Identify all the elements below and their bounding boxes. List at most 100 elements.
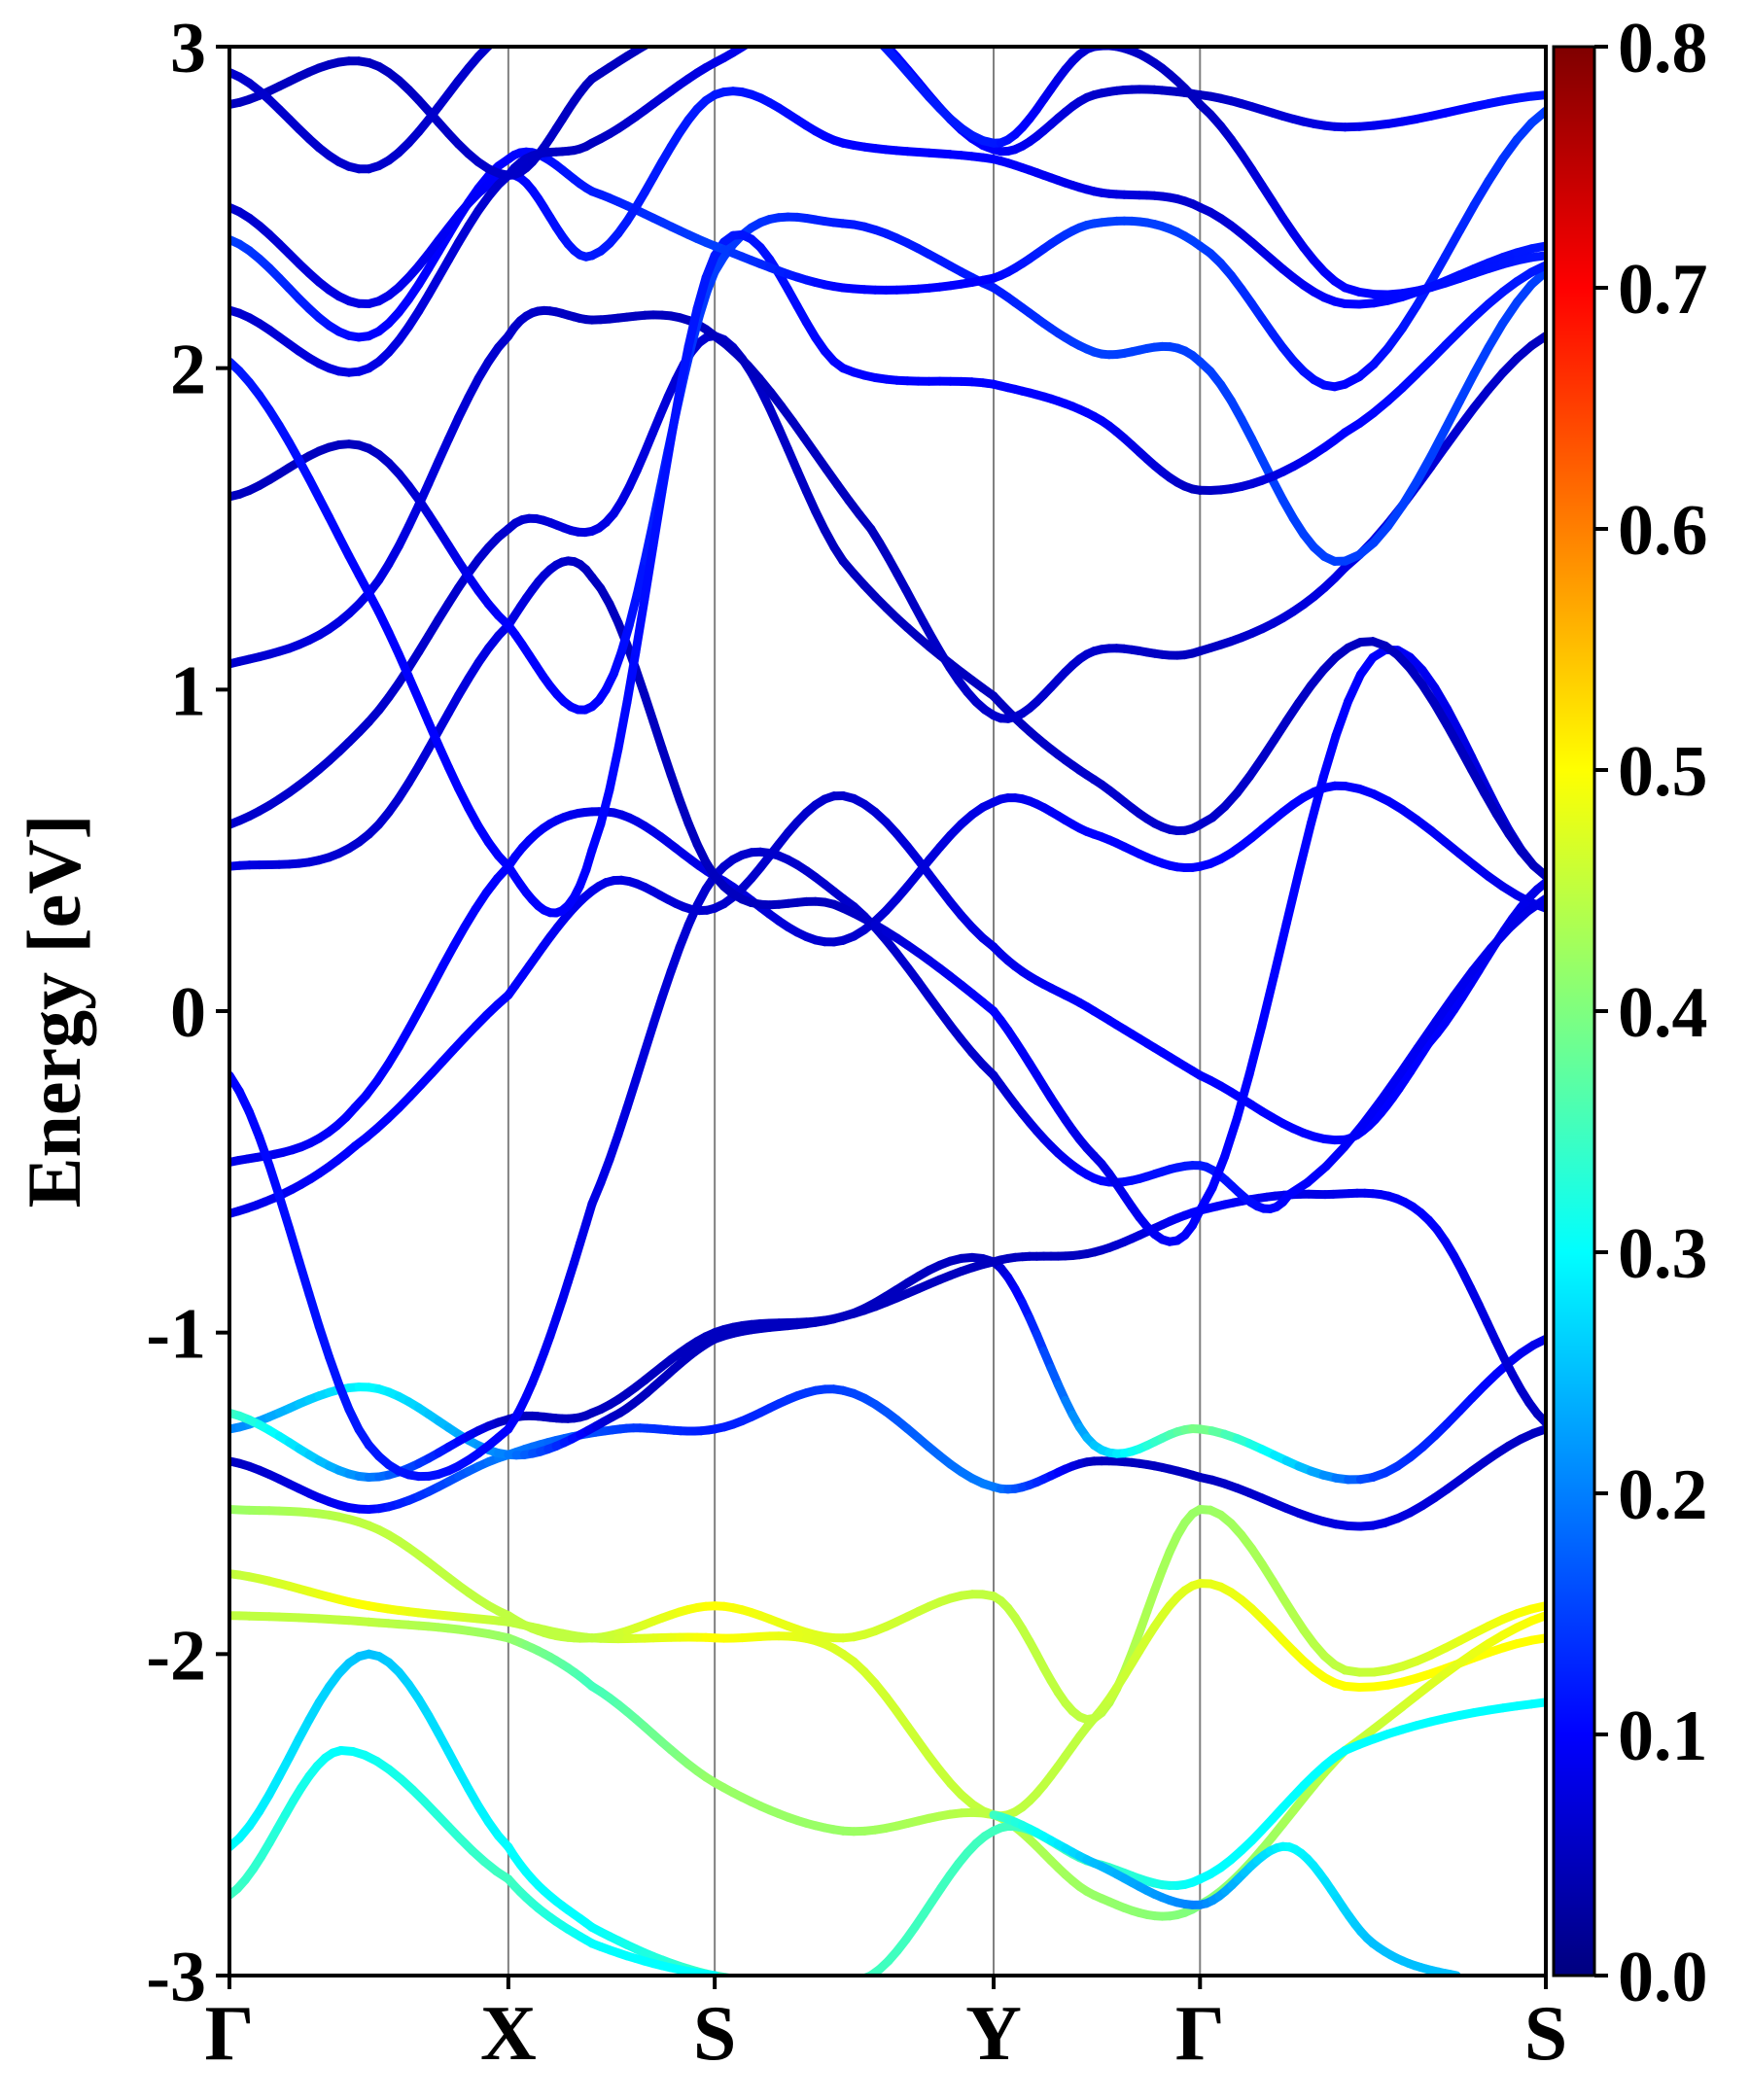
band-segment xyxy=(1442,704,1464,737)
band-c11 xyxy=(229,12,1546,377)
colorbar-tick-label: 0.7 xyxy=(1618,250,1708,330)
band-segment xyxy=(631,664,649,700)
band-segment xyxy=(508,25,514,30)
colorbar-tick-label: 0.5 xyxy=(1618,732,1708,812)
band-segment xyxy=(1526,261,1546,277)
band-segment xyxy=(806,13,815,15)
band-segment xyxy=(1257,970,1278,1031)
band-segment xyxy=(834,13,843,15)
band-segment xyxy=(285,1223,304,1266)
band-v3 xyxy=(229,1188,1546,1482)
colorbar-tick-label: 0.6 xyxy=(1618,491,1708,571)
band-segment xyxy=(793,1987,804,1988)
band-segment xyxy=(648,486,667,549)
band-segment xyxy=(724,10,733,12)
band-segment xyxy=(605,744,623,794)
band-segment xyxy=(692,273,711,313)
band-segment xyxy=(1376,1070,1404,1105)
band-v2 xyxy=(229,1252,1546,1485)
band-segment xyxy=(797,14,806,17)
band-segment xyxy=(683,303,702,352)
band-segment xyxy=(771,1985,783,1987)
band-segment xyxy=(733,8,742,10)
band-segment xyxy=(520,18,526,21)
band-segment xyxy=(613,697,632,753)
band-segment xyxy=(770,25,779,30)
band-segment xyxy=(1426,424,1451,461)
band-segment xyxy=(666,770,684,805)
band-segment xyxy=(1244,1022,1267,1079)
band-segment xyxy=(514,21,520,25)
y-tick-label: -2 xyxy=(146,1616,206,1696)
band-v5 xyxy=(229,1569,1546,1821)
band-segment xyxy=(854,19,864,26)
band-segment xyxy=(1394,1043,1422,1079)
band-segment xyxy=(274,1191,294,1233)
band-segment xyxy=(752,36,761,42)
y-tick-label: -3 xyxy=(146,1938,206,2017)
band-segment xyxy=(1526,332,1546,351)
band-segment xyxy=(657,435,676,496)
band-segment xyxy=(1454,727,1477,762)
y-axis-label: Energy [eV] xyxy=(12,814,96,1208)
band-segment xyxy=(816,12,825,13)
band-segment xyxy=(1526,1698,1546,1709)
band-segment xyxy=(632,556,649,600)
band-segment xyxy=(1469,176,1493,210)
colorbar-ticks: 0.0 0.1 0.2 0.3 0.4 0.5 0.6 0.7 0.8 xyxy=(1594,9,1708,2017)
band-segment xyxy=(864,26,875,35)
band-segment xyxy=(1398,477,1421,510)
band-segment xyxy=(1294,818,1316,877)
band-segment xyxy=(788,17,798,20)
band-segment xyxy=(1469,343,1493,378)
band-segment xyxy=(759,1983,771,1985)
band-segment xyxy=(1526,241,1546,254)
band-segment xyxy=(1450,966,1478,1000)
band-segment xyxy=(304,1289,324,1331)
band-segment xyxy=(245,1107,264,1142)
band-segment xyxy=(1528,1424,1546,1438)
band-segment xyxy=(657,966,676,1002)
band-segment xyxy=(843,15,854,19)
band-segment xyxy=(1441,226,1464,262)
band-segment xyxy=(1528,860,1546,881)
band-segment xyxy=(797,3,806,4)
band-segment xyxy=(1526,90,1546,101)
band-segment xyxy=(1526,1611,1546,1626)
band-segment xyxy=(849,1980,860,1984)
band-segment xyxy=(1526,1633,1546,1645)
band-v9 xyxy=(989,1810,1461,1976)
band-segment xyxy=(671,27,680,31)
band-segment xyxy=(666,386,684,444)
band-segment xyxy=(680,23,688,27)
y-tick-label: 0 xyxy=(170,973,206,1053)
band-segment xyxy=(1413,1017,1441,1053)
band-segment xyxy=(779,20,788,25)
band-segment xyxy=(843,15,854,20)
band-segment xyxy=(1358,1096,1385,1130)
x-tick-label: S xyxy=(1524,1991,1568,2077)
band-segment xyxy=(539,15,544,16)
band-segment xyxy=(1344,670,1365,706)
band-segment xyxy=(824,12,833,13)
band-segment xyxy=(1467,752,1488,788)
band-segment xyxy=(657,744,676,780)
x-tick-label: S xyxy=(693,1991,737,2077)
band-segment xyxy=(1528,1334,1546,1349)
band-v1 xyxy=(229,1384,1546,1531)
band-segment xyxy=(770,3,779,4)
band-segment xyxy=(1426,252,1451,287)
band-segment xyxy=(864,28,875,38)
band-segment xyxy=(1484,319,1508,352)
band-segment xyxy=(816,5,825,7)
band-segment xyxy=(605,1130,623,1165)
band-segment xyxy=(640,541,658,604)
band-segment xyxy=(760,3,769,4)
colorbar-tick-label: 0.1 xyxy=(1618,1697,1708,1776)
band-c4 xyxy=(229,556,1546,1246)
band-segment xyxy=(1331,696,1353,741)
band-segment xyxy=(734,1975,741,1976)
band-segment xyxy=(749,1981,759,1983)
band-segment xyxy=(295,1256,314,1299)
